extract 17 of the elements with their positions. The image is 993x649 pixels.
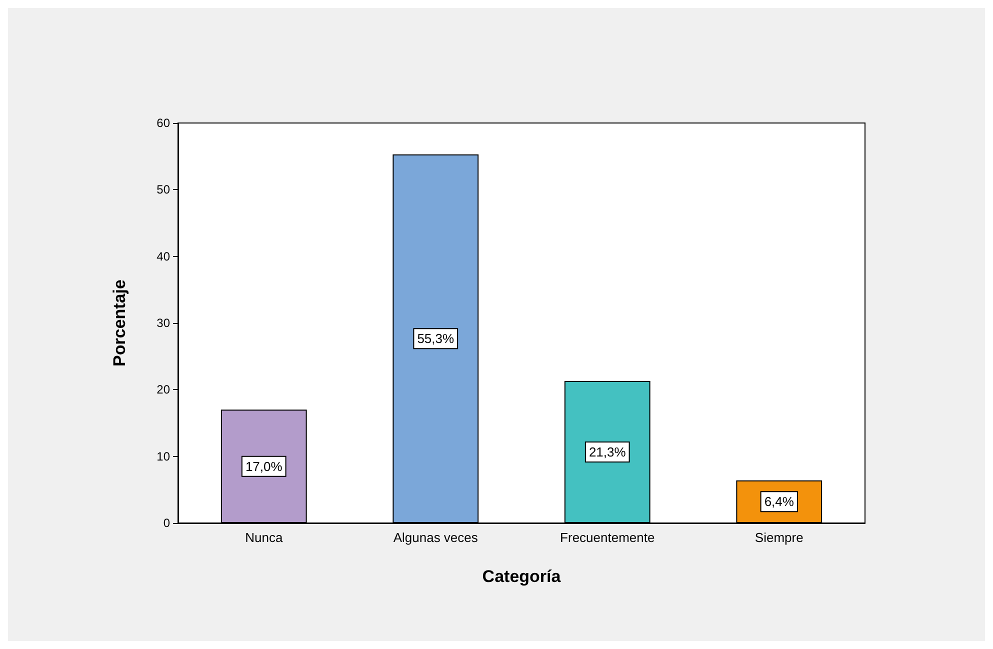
y-tick-label: 30: [156, 316, 170, 330]
x-tick-label: Nunca: [245, 530, 284, 545]
y-tick-label: 50: [156, 182, 170, 197]
x-tick-label: Siempre: [754, 530, 804, 545]
x-axis-title: Categoría: [482, 567, 562, 586]
y-tick-label: 10: [156, 449, 170, 464]
data-label: 17,0%: [245, 458, 283, 474]
x-tick-label: Algunas veces: [393, 530, 478, 545]
data-label: 6,4%: [764, 494, 794, 510]
y-tick-label: 60: [156, 116, 170, 130]
data-label: 55,3%: [417, 331, 454, 346]
y-axis-title: Porcentaje: [110, 280, 129, 366]
y-tick-label: 40: [156, 249, 170, 264]
y-tick-label: 0: [163, 516, 170, 530]
y-tick-label: 20: [156, 382, 170, 397]
x-tick-label: Frecuentemente: [560, 530, 655, 545]
data-label: 21,3%: [588, 444, 626, 460]
